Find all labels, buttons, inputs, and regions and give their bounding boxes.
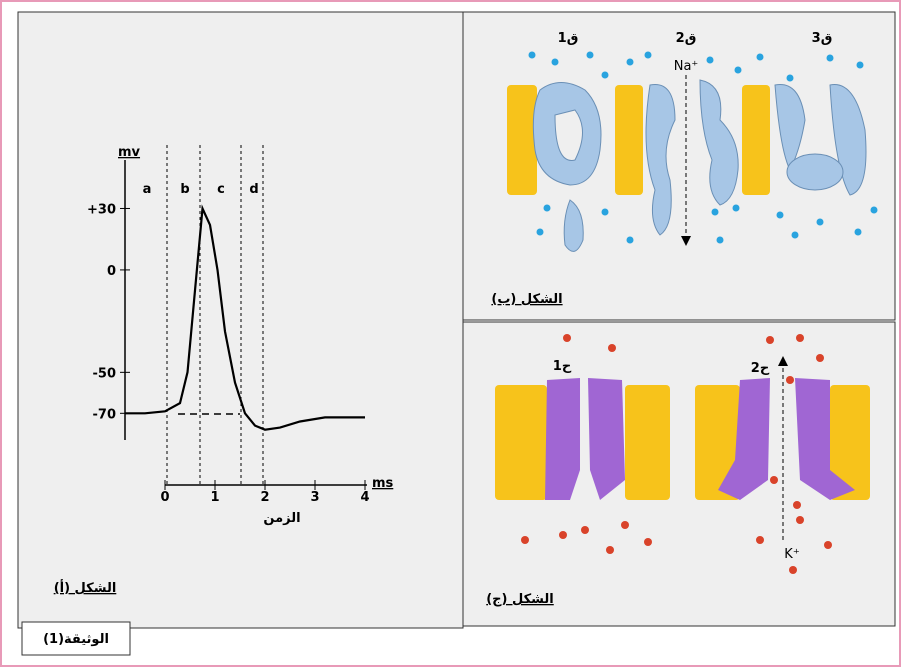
channel: [774, 83, 806, 172]
x-tick-label: 4: [360, 490, 369, 505]
y-unit: mv: [118, 145, 141, 160]
channel-label: ق3: [812, 31, 833, 46]
channel-label: ق2: [676, 31, 697, 46]
caption: الشكل (ب): [491, 292, 562, 307]
x-unit: ms: [372, 476, 394, 491]
channel: [718, 378, 770, 500]
membrane-diagram: ق1 ق2 ق3 Na⁺ الشكل (ب): [491, 31, 878, 307]
arrow-head: [778, 356, 788, 366]
ion-dots: [528, 51, 878, 244]
channel: [645, 83, 676, 236]
channel: [532, 82, 602, 186]
doc-label-box: [21, 621, 131, 656]
channel: [588, 378, 625, 500]
channel-label: ح2: [751, 361, 770, 376]
channel-label: ق1: [558, 31, 579, 46]
membrane: [495, 385, 547, 500]
x-tick-label: 0: [160, 490, 169, 505]
ion-label: Na⁺: [674, 59, 699, 74]
membrane: [507, 85, 537, 195]
ion-label: K⁺: [784, 547, 799, 562]
graph: mv ms الزمن a b c d الشكل (أ): [54, 145, 394, 596]
membrane: [625, 385, 670, 500]
membrane: [742, 85, 770, 195]
channel: [699, 79, 739, 206]
arrow-head: [681, 236, 691, 246]
x-tick-label: 2: [260, 490, 269, 505]
potential-curve: [125, 204, 365, 431]
channel: [563, 199, 584, 252]
phase-label: a: [143, 182, 152, 197]
y-tick-label: -50: [93, 366, 117, 381]
phase-label: c: [217, 182, 225, 197]
y-tick-label: +30: [87, 202, 116, 217]
membrane-diagram: ح1 ح2 K⁺ الشكل (ج): [486, 334, 870, 607]
caption: الشكل (ج): [486, 592, 554, 607]
channel-label: ح1: [553, 359, 572, 374]
channel: [829, 84, 867, 196]
x-tick-label: 3: [310, 490, 319, 505]
x-tick-label: 1: [210, 490, 219, 505]
channel: [786, 153, 844, 191]
channel: [545, 378, 580, 500]
y-tick-label: -70: [93, 407, 117, 422]
ion-dots: [521, 334, 832, 574]
membrane: [830, 385, 870, 500]
y-tick-label: 0: [107, 264, 116, 279]
phase-label: d: [249, 182, 258, 197]
membrane: [615, 85, 643, 195]
channel: [795, 378, 855, 500]
doc-label: الوثيقة(1): [43, 632, 109, 647]
phase-label: b: [180, 182, 189, 197]
caption: الشكل (أ): [54, 579, 117, 596]
x-label: الزمن: [263, 511, 300, 526]
